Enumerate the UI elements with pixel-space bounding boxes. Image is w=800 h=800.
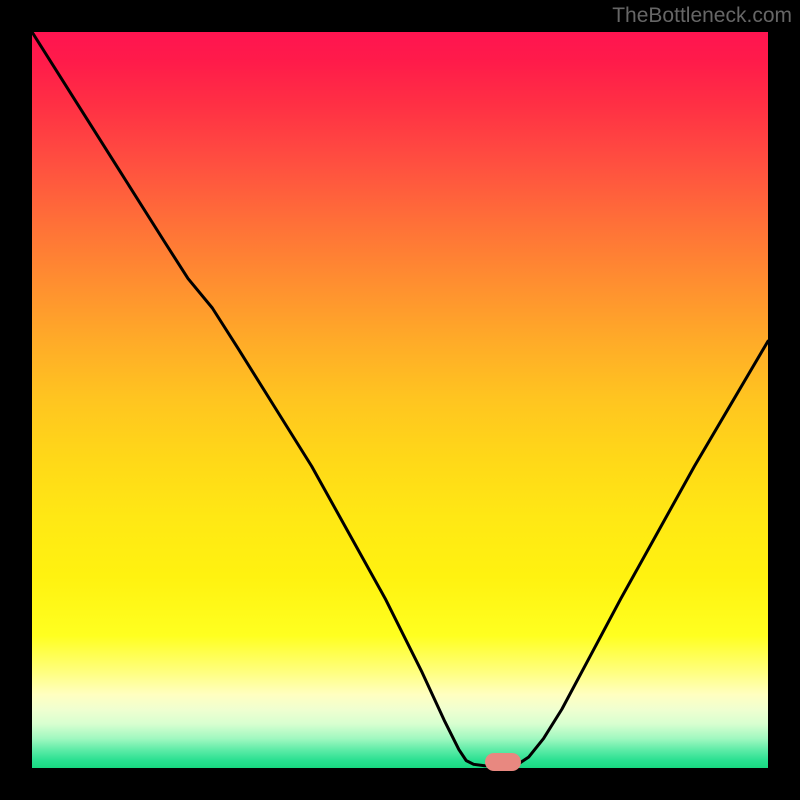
plot-area [32, 32, 768, 768]
gradient-background [32, 32, 768, 768]
watermark-text: TheBottleneck.com [612, 4, 792, 28]
chart-container: TheBottleneck.com [0, 0, 800, 800]
optimum-marker [485, 753, 521, 771]
